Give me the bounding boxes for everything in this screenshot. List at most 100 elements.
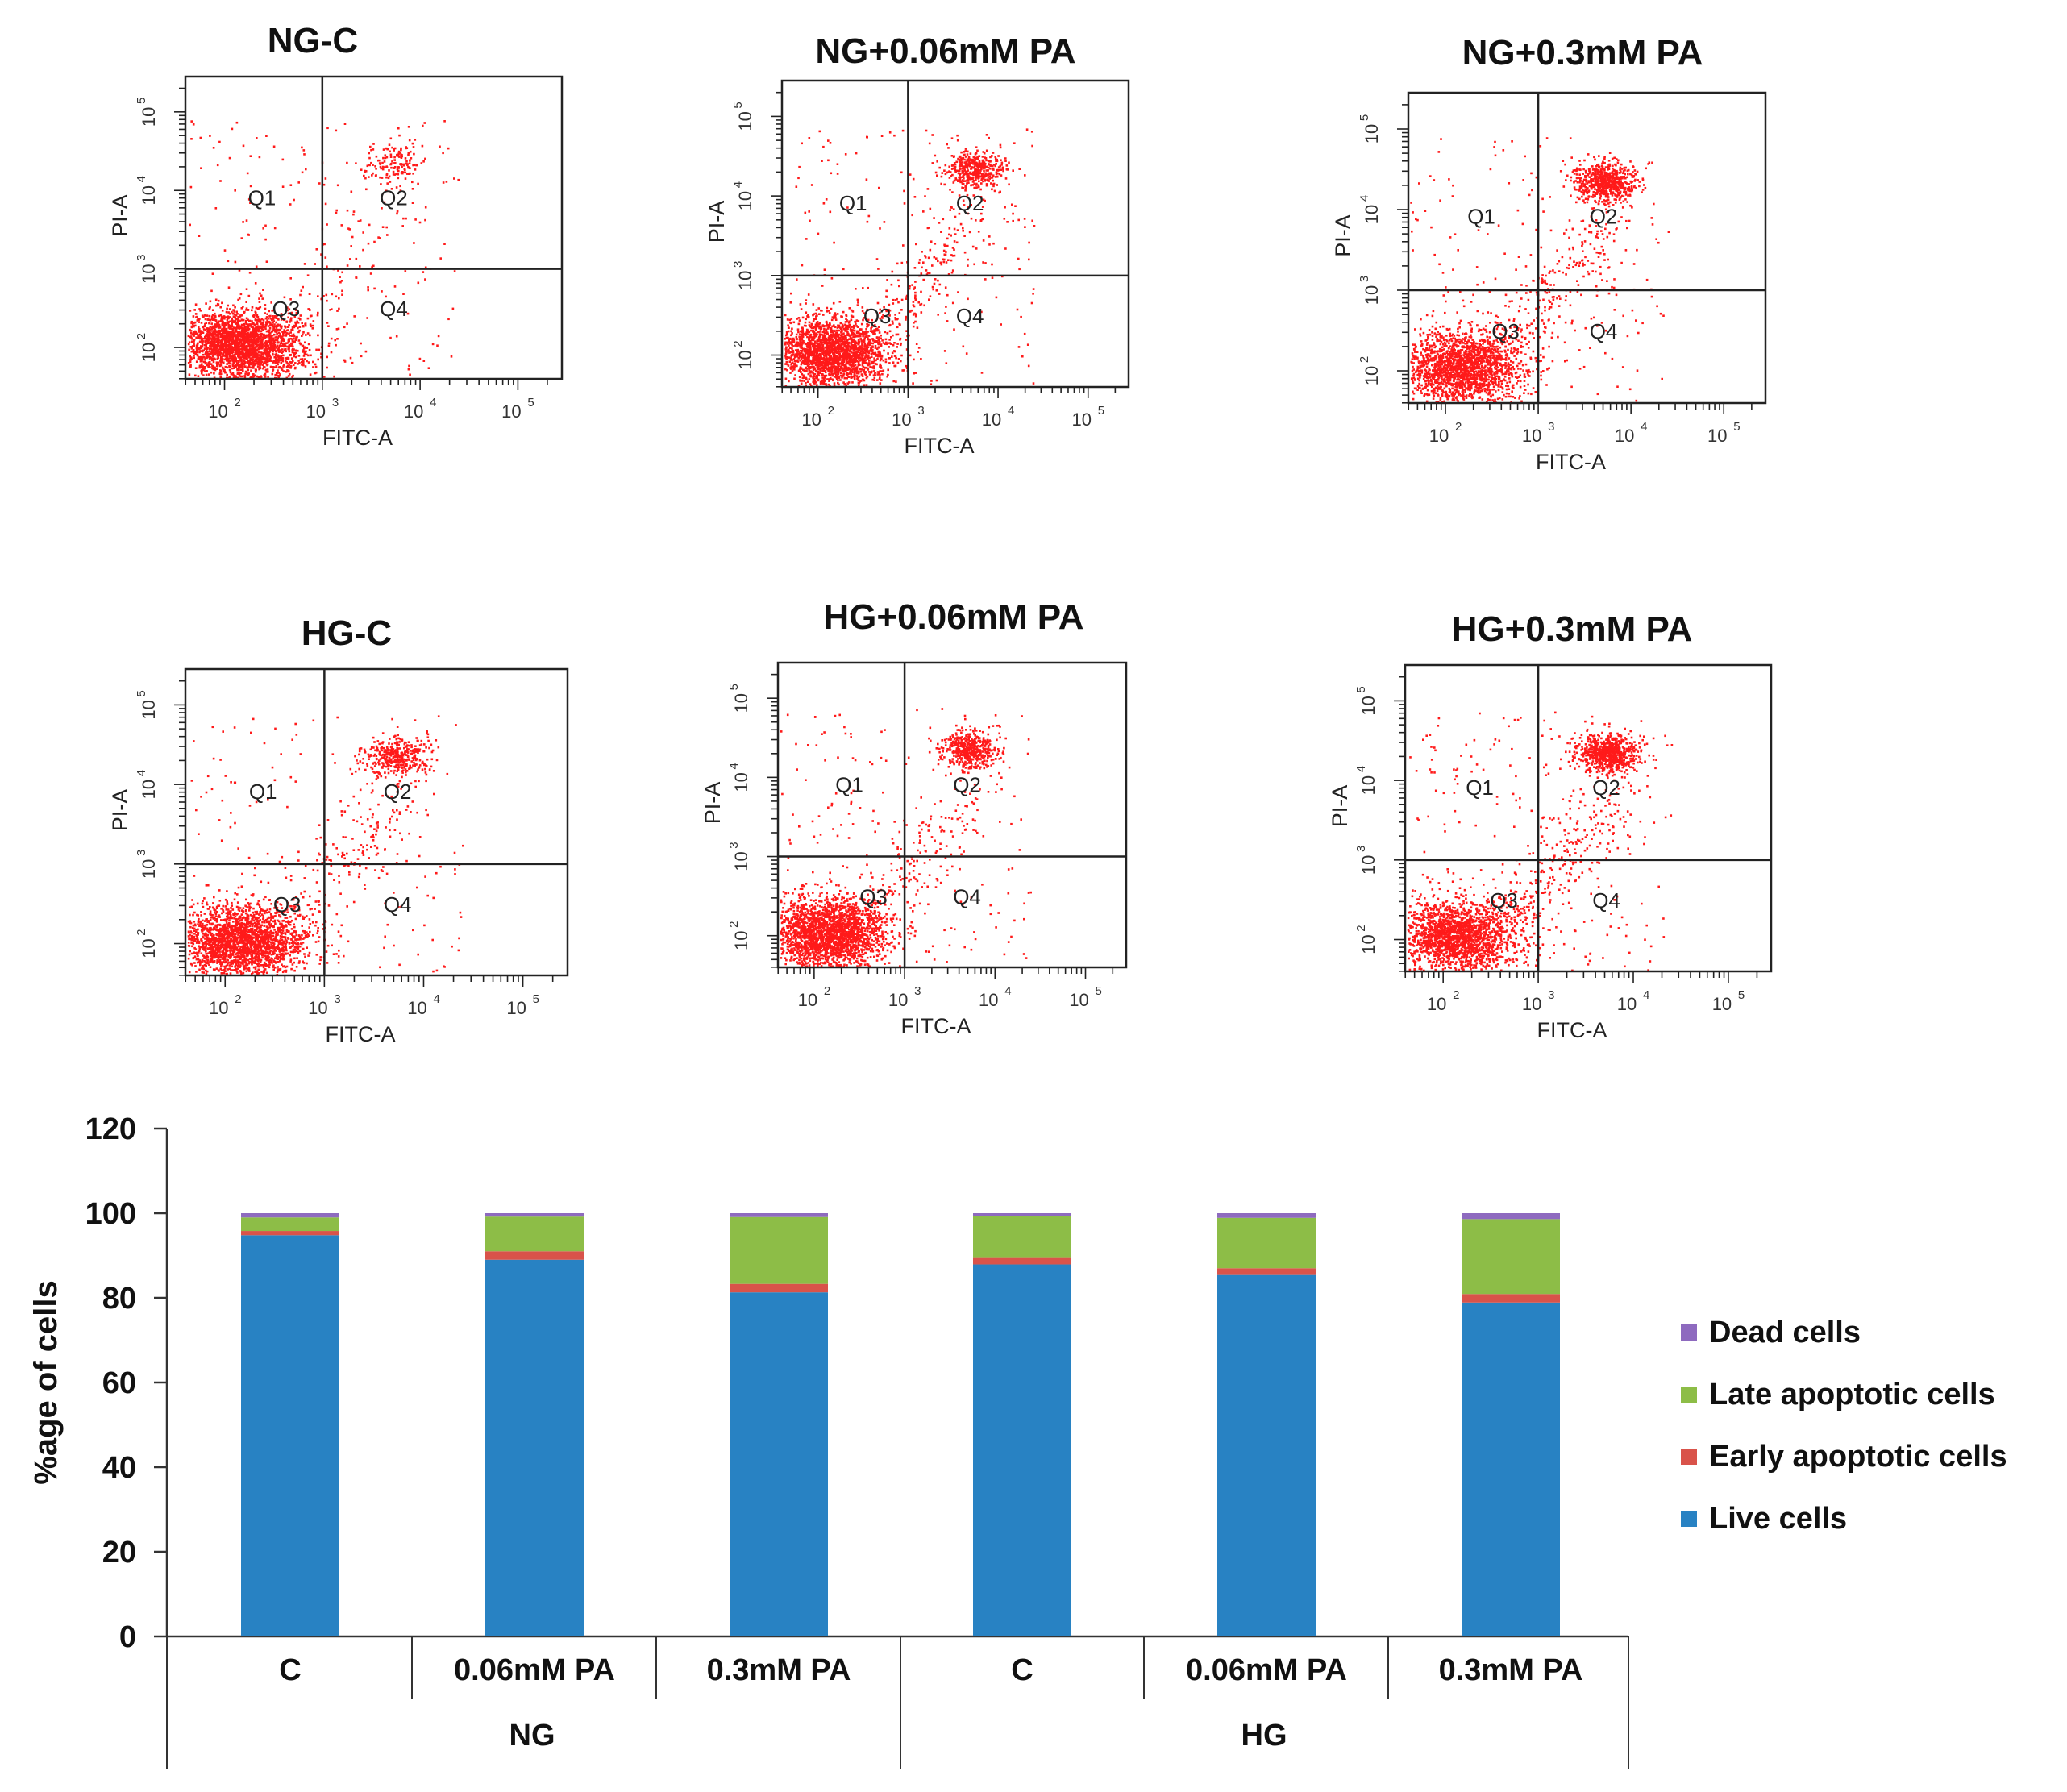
event-dot [258,368,260,371]
event-dot [213,376,216,379]
event-dot [216,354,218,357]
event-dot [302,355,306,357]
event-dot [231,331,234,333]
event-dot [401,154,403,156]
event-dot [800,347,803,349]
event-dot [231,350,235,352]
event-dot [219,361,222,364]
event-dot [210,348,214,351]
event-dot [317,358,319,361]
event-dot [238,327,241,330]
event-dot [303,153,306,156]
event-dot [221,348,224,351]
event-dot [453,270,456,272]
event-dot [856,330,859,333]
event-dot [822,314,825,316]
event-dot [414,139,417,141]
event-dot [393,285,397,288]
event-dot [791,327,793,331]
event-dot [267,356,269,360]
event-dot [247,325,251,327]
event-dot [392,170,395,173]
event-dot [850,355,852,358]
event-dot [792,337,795,340]
event-dot [268,355,271,358]
event-dot [263,350,266,353]
event-dot [871,339,875,342]
event-dot [243,355,247,358]
event-dot [862,360,865,363]
event-dot [236,372,239,375]
event-dot [256,326,259,329]
event-dot [228,156,231,160]
event-dot [239,375,242,378]
event-dot [813,356,817,359]
event-dot [260,322,263,326]
event-dot [218,332,221,335]
event-dot [211,326,214,330]
event-dot [211,358,214,361]
event-dot [194,303,198,306]
event-dot [812,343,814,347]
event-dot [314,263,316,265]
event-dot [231,340,235,343]
event-dot [293,335,296,337]
event-dot [199,136,202,139]
event-dot [306,347,309,349]
event-dot [359,265,361,268]
event-dot [424,278,426,281]
event-dot [412,164,414,167]
event-dot [813,313,815,315]
event-dot [384,156,387,160]
event-dot [227,304,229,307]
event-dot [264,375,267,377]
event-dot [892,322,894,325]
event-dot [281,337,285,340]
event-dot [808,321,811,324]
event-dot [240,335,243,337]
event-dot [314,365,318,368]
event-dot [226,373,228,376]
event-dot [204,357,206,360]
event-dot [247,361,250,364]
event-dot [395,335,398,338]
event-dot [284,344,286,347]
event-dot [851,368,854,372]
event-dot [809,383,812,385]
event-dot [912,325,915,328]
event-dot [284,326,287,329]
event-dot [821,374,824,376]
event-dot [276,314,278,318]
event-dot [218,351,221,354]
event-dot [197,335,199,337]
event-dot [807,359,810,361]
event-dot [802,340,805,343]
event-dot [457,178,460,181]
event-dot [219,314,223,317]
event-dot [874,355,877,357]
event-dot [385,226,388,229]
event-dot [829,346,831,349]
event-dot [835,369,838,372]
event-dot [312,366,314,368]
event-dot [233,374,236,377]
event-dot [243,338,245,341]
event-dot [202,326,205,329]
event-dot [339,276,341,278]
event-dot [210,315,214,318]
event-dot [790,334,792,337]
event-dot [314,363,317,366]
event-dot [248,343,251,346]
event-dot [825,330,827,332]
event-dot [208,339,211,341]
event-dot [229,320,231,322]
event-dot [231,322,233,325]
event-dot [386,234,389,236]
event-dot [876,373,880,376]
event-dot [871,342,875,345]
event-dot [202,365,204,368]
event-dot [326,299,328,302]
event-dot [447,147,450,150]
event-dot [355,276,357,279]
